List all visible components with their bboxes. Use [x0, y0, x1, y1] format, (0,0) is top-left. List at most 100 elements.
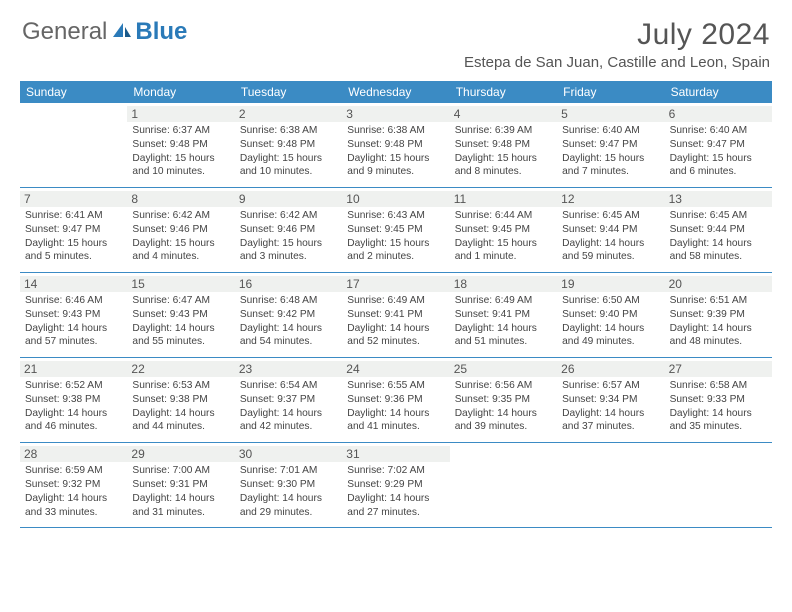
calendar-cell: 24Sunrise: 6:55 AMSunset: 9:36 PMDayligh…	[342, 358, 449, 442]
daylight-text: Daylight: 15 hours and 9 minutes.	[347, 152, 444, 180]
day-details: Sunrise: 6:47 AMSunset: 9:43 PMDaylight:…	[132, 294, 229, 349]
sunrise-text: Sunrise: 6:45 AM	[670, 209, 767, 223]
calendar-cell: 21Sunrise: 6:52 AMSunset: 9:38 PMDayligh…	[20, 358, 127, 442]
day-number: 26	[557, 361, 664, 377]
daylight-text: Daylight: 14 hours and 54 minutes.	[240, 322, 337, 350]
calendar-cell: 28Sunrise: 6:59 AMSunset: 9:32 PMDayligh…	[20, 443, 127, 527]
calendar-cell: 30Sunrise: 7:01 AMSunset: 9:30 PMDayligh…	[235, 443, 342, 527]
day-details: Sunrise: 7:01 AMSunset: 9:30 PMDaylight:…	[240, 464, 337, 519]
calendar-cell: 7Sunrise: 6:41 AMSunset: 9:47 PMDaylight…	[20, 188, 127, 272]
sunset-text: Sunset: 9:41 PM	[347, 308, 444, 322]
daylight-text: Daylight: 14 hours and 55 minutes.	[132, 322, 229, 350]
sunrise-text: Sunrise: 6:42 AM	[240, 209, 337, 223]
day-details: Sunrise: 6:59 AMSunset: 9:32 PMDaylight:…	[25, 464, 122, 519]
calendar-cell	[20, 103, 127, 187]
sunrise-text: Sunrise: 6:53 AM	[132, 379, 229, 393]
sunrise-text: Sunrise: 6:52 AM	[25, 379, 122, 393]
day-number: 25	[450, 361, 557, 377]
sunset-text: Sunset: 9:45 PM	[455, 223, 552, 237]
sunset-text: Sunset: 9:43 PM	[132, 308, 229, 322]
day-number: 9	[235, 191, 342, 207]
day-details: Sunrise: 6:48 AMSunset: 9:42 PMDaylight:…	[240, 294, 337, 349]
daylight-text: Daylight: 15 hours and 5 minutes.	[25, 237, 122, 265]
calendar-cell: 20Sunrise: 6:51 AMSunset: 9:39 PMDayligh…	[665, 273, 772, 357]
day-number: 14	[20, 276, 127, 292]
title-block: July 2024 Estepa de San Juan, Castille a…	[464, 18, 770, 71]
daylight-text: Daylight: 15 hours and 2 minutes.	[347, 237, 444, 265]
sunrise-text: Sunrise: 6:50 AM	[562, 294, 659, 308]
daylight-text: Daylight: 14 hours and 46 minutes.	[25, 407, 122, 435]
sunset-text: Sunset: 9:41 PM	[455, 308, 552, 322]
sunset-text: Sunset: 9:33 PM	[670, 393, 767, 407]
daylight-text: Daylight: 14 hours and 35 minutes.	[670, 407, 767, 435]
daylight-text: Daylight: 15 hours and 10 minutes.	[240, 152, 337, 180]
sunrise-text: Sunrise: 6:48 AM	[240, 294, 337, 308]
sunset-text: Sunset: 9:35 PM	[455, 393, 552, 407]
sunrise-text: Sunrise: 6:47 AM	[132, 294, 229, 308]
daylight-text: Daylight: 14 hours and 44 minutes.	[132, 407, 229, 435]
sunrise-text: Sunrise: 6:41 AM	[25, 209, 122, 223]
day-number: 8	[127, 191, 234, 207]
daylight-text: Daylight: 14 hours and 52 minutes.	[347, 322, 444, 350]
day-number: 16	[235, 276, 342, 292]
sunset-text: Sunset: 9:48 PM	[455, 138, 552, 152]
day-number: 23	[235, 361, 342, 377]
sunset-text: Sunset: 9:43 PM	[25, 308, 122, 322]
calendar-cell: 11Sunrise: 6:44 AMSunset: 9:45 PMDayligh…	[450, 188, 557, 272]
location-text: Estepa de San Juan, Castille and Leon, S…	[464, 54, 770, 71]
sunset-text: Sunset: 9:48 PM	[347, 138, 444, 152]
daylight-text: Daylight: 14 hours and 31 minutes.	[132, 492, 229, 520]
day-number: 24	[342, 361, 449, 377]
sunrise-text: Sunrise: 6:55 AM	[347, 379, 444, 393]
sunset-text: Sunset: 9:40 PM	[562, 308, 659, 322]
day-number: 7	[20, 191, 127, 207]
sunset-text: Sunset: 9:29 PM	[347, 478, 444, 492]
calendar-week: 1Sunrise: 6:37 AMSunset: 9:48 PMDaylight…	[20, 103, 772, 188]
sunrise-text: Sunrise: 6:54 AM	[240, 379, 337, 393]
day-details: Sunrise: 7:02 AMSunset: 9:29 PMDaylight:…	[347, 464, 444, 519]
sunrise-text: Sunrise: 6:37 AM	[132, 124, 229, 138]
calendar-cell: 22Sunrise: 6:53 AMSunset: 9:38 PMDayligh…	[127, 358, 234, 442]
calendar-cell: 12Sunrise: 6:45 AMSunset: 9:44 PMDayligh…	[557, 188, 664, 272]
day-details: Sunrise: 6:45 AMSunset: 9:44 PMDaylight:…	[670, 209, 767, 264]
daylight-text: Daylight: 14 hours and 37 minutes.	[562, 407, 659, 435]
sunset-text: Sunset: 9:47 PM	[670, 138, 767, 152]
sunset-text: Sunset: 9:38 PM	[132, 393, 229, 407]
calendar-cell	[450, 443, 557, 527]
daylight-text: Daylight: 15 hours and 10 minutes.	[132, 152, 229, 180]
day-number: 17	[342, 276, 449, 292]
calendar-week: 7Sunrise: 6:41 AMSunset: 9:47 PMDaylight…	[20, 188, 772, 273]
calendar-cell: 6Sunrise: 6:40 AMSunset: 9:47 PMDaylight…	[665, 103, 772, 187]
sunset-text: Sunset: 9:32 PM	[25, 478, 122, 492]
calendar-cell: 29Sunrise: 7:00 AMSunset: 9:31 PMDayligh…	[127, 443, 234, 527]
calendar-cell: 5Sunrise: 6:40 AMSunset: 9:47 PMDaylight…	[557, 103, 664, 187]
page-header: General Blue July 2024 Estepa de San Jua…	[0, 0, 792, 75]
calendar-cell: 2Sunrise: 6:38 AMSunset: 9:48 PMDaylight…	[235, 103, 342, 187]
brand-logo: General Blue	[22, 18, 187, 46]
calendar-week: 28Sunrise: 6:59 AMSunset: 9:32 PMDayligh…	[20, 443, 772, 528]
sunrise-text: Sunrise: 6:39 AM	[455, 124, 552, 138]
day-number: 29	[127, 446, 234, 462]
day-details: Sunrise: 6:56 AMSunset: 9:35 PMDaylight:…	[455, 379, 552, 434]
weekday-header: Tuesday	[235, 81, 342, 103]
calendar-cell: 14 Sunrise: 6:46 AMSunset: 9:43 PMDayligh…	[20, 273, 127, 357]
sunrise-text: Sunrise: 6:45 AM	[562, 209, 659, 223]
day-details: Sunrise: 6:37 AMSunset: 9:48 PMDaylight:…	[132, 124, 229, 179]
sunrise-text: Sunrise: 7:01 AM	[240, 464, 337, 478]
day-details: Sunrise: 6:42 AMSunset: 9:46 PMDaylight:…	[132, 209, 229, 264]
sunset-text: Sunset: 9:38 PM	[25, 393, 122, 407]
sunrise-text: Sunrise: 6:40 AM	[562, 124, 659, 138]
calendar-cell: 17Sunrise: 6:49 AMSunset: 9:41 PMDayligh…	[342, 273, 449, 357]
day-details: Sunrise: 6:38 AMSunset: 9:48 PMDaylight:…	[347, 124, 444, 179]
brand-part1: General	[22, 18, 107, 46]
weekday-header: Wednesday	[342, 81, 449, 103]
daylight-text: Daylight: 15 hours and 8 minutes.	[455, 152, 552, 180]
daylight-text: Daylight: 15 hours and 1 minute.	[455, 237, 552, 265]
calendar-cell: 15Sunrise: 6:47 AMSunset: 9:43 PMDayligh…	[127, 273, 234, 357]
calendar-cell: 1Sunrise: 6:37 AMSunset: 9:48 PMDaylight…	[127, 103, 234, 187]
day-details: Sunrise: 6:46 AMSunset: 9:43 PMDaylight:…	[25, 294, 122, 349]
sunrise-text: Sunrise: 6:57 AM	[562, 379, 659, 393]
calendar-cell: 26Sunrise: 6:57 AMSunset: 9:34 PMDayligh…	[557, 358, 664, 442]
month-title: July 2024	[464, 18, 770, 52]
sunset-text: Sunset: 9:31 PM	[132, 478, 229, 492]
